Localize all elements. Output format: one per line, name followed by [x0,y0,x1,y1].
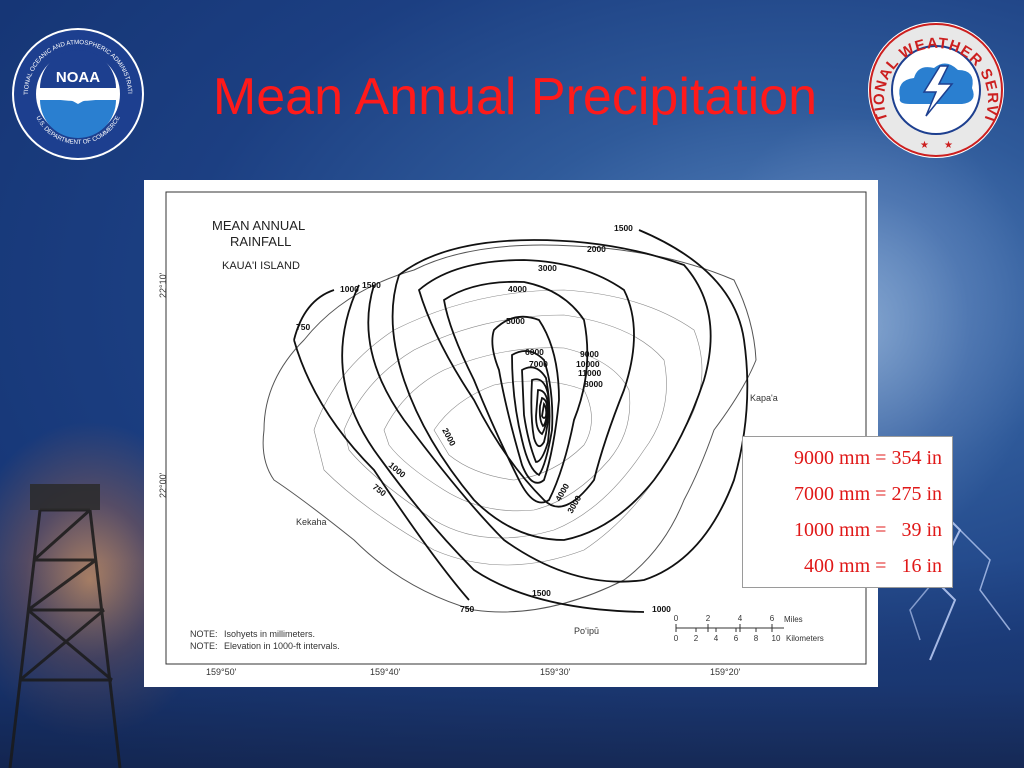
scale-km-0: 0 [674,634,679,643]
isohyet-label-750-sw: 750 [371,482,389,499]
isohyet-5000 [491,315,560,484]
isohyet-1500 [367,229,749,583]
conversion-400: 400 mm = 16 in [804,555,942,577]
isohyet-label-3000-s: 3000 [565,493,583,515]
rainfall-map: MEAN ANNUAL RAINFALL KAUA'I ISLAND 22°10… [144,180,878,687]
isohyet-label-5000: 5000 [506,316,525,326]
lon-label-159-40: 159°40' [370,667,401,677]
place-poipu: Poʻipū [574,626,599,636]
isohyet-label-1000-se: 1000 [652,604,671,614]
slide-title: Mean Annual Precipitation [212,68,818,126]
isohyet-label-7000: 7000 [529,359,548,369]
noaa-center-text: NOAA [56,69,100,86]
isohyet-1000 [341,284,645,613]
lon-label-159-30: 159°30' [540,667,571,677]
nws-logo: NATIONAL WEATHER SERVICE ★ ★ [866,20,1004,158]
isohyet-label-9000: 9000 [580,349,599,359]
isohyet-10000 [538,396,549,428]
isohyet-9000 [535,389,549,436]
elevation-contours [313,289,703,566]
scale-km-2: 2 [694,634,699,643]
place-kekaha: Kekaha [296,517,327,527]
isohyet-8000 [530,378,550,448]
isohyet-lines [293,229,749,613]
isohyet-750 [293,289,470,601]
isohyet-4000 [443,280,589,504]
isohyet-label-750-s: 750 [460,604,474,614]
scale-km-label: Kilometers [786,634,824,643]
unit-conversion-box: 9000 mm = 354 in 7000 mm = 275 in 1000 m… [742,436,953,588]
map-title-line2: RAINFALL [230,234,291,249]
island-coastline [262,244,757,613]
lon-label-159-50: 159°50' [206,667,237,677]
isohyet-label-8000: 8000 [584,379,603,389]
isohyet-3000 [417,259,635,508]
note-1-label: NOTE: [190,629,218,639]
lat-label-22-00: 22°00' [158,472,168,498]
scale-km-6: 6 [734,634,739,643]
scale-mile-4: 4 [738,614,743,623]
nws-star-right-icon: ★ [944,140,953,151]
conversion-7000: 7000 mm = 275 in [794,483,942,505]
isohyet-label-1500-s: 1500 [532,588,551,598]
note-1-text: Isohyets in millimeters. [224,629,315,639]
isohyet-label-11000: 11000 [578,368,601,378]
isohyet-label-4000-top: 4000 [508,284,527,294]
isohyet-label-1500-nw: 1500 [362,280,381,290]
weather-tower-image [8,484,122,768]
scale-mile-0: 0 [674,614,679,623]
map-neatline [165,191,867,665]
isohyet-11000 [541,401,548,419]
place-kapaa: Kapa'a [750,393,778,403]
isohyet-label-6000: 6000 [525,347,544,357]
isohyet-label-1000-sw: 1000 [387,460,408,480]
isohyet-2000 [391,239,712,541]
note-2-text: Elevation in 1000-ft intervals. [224,641,340,651]
scale-km-4: 4 [714,634,719,643]
isohyet-label-750-w: 750 [296,322,310,332]
lon-label-159-20: 159°20' [710,667,741,677]
map-title-line1: MEAN ANNUAL [212,218,305,233]
conversion-1000: 1000 mm = 39 in [794,519,942,541]
scale-km-10: 10 [772,634,781,643]
lat-label-22-10: 22°10' [158,272,168,298]
scale-mile-6: 6 [770,614,775,623]
isohyet-label-3000-top: 3000 [538,263,557,273]
noaa-logo: NOAA NATIONAL OCEANIC AND ATMOSPHERIC AD… [10,26,144,160]
note-2-label: NOTE: [190,641,218,651]
scale-km-8: 8 [754,634,759,643]
isohyet-label-2000-top: 2000 [587,244,606,254]
isohyet-label-1000-nw: 1000 [340,284,359,294]
scale-miles-label: Miles [784,615,803,624]
conversion-9000: 9000 mm = 354 in [794,447,942,469]
map-subtitle: KAUA'I ISLAND [222,260,300,272]
nws-star-left-icon: ★ [920,140,929,151]
scale-mile-2: 2 [706,614,711,623]
isohyet-label-1500-top: 1500 [614,223,633,233]
isohyet-7000 [521,366,551,463]
isohyet-label-10000: 10000 [576,359,600,369]
scale-bar: 0 2 4 6 0 2 4 6 8 10 Miles Kilometers [674,614,824,643]
isohyet-6000 [511,350,554,477]
